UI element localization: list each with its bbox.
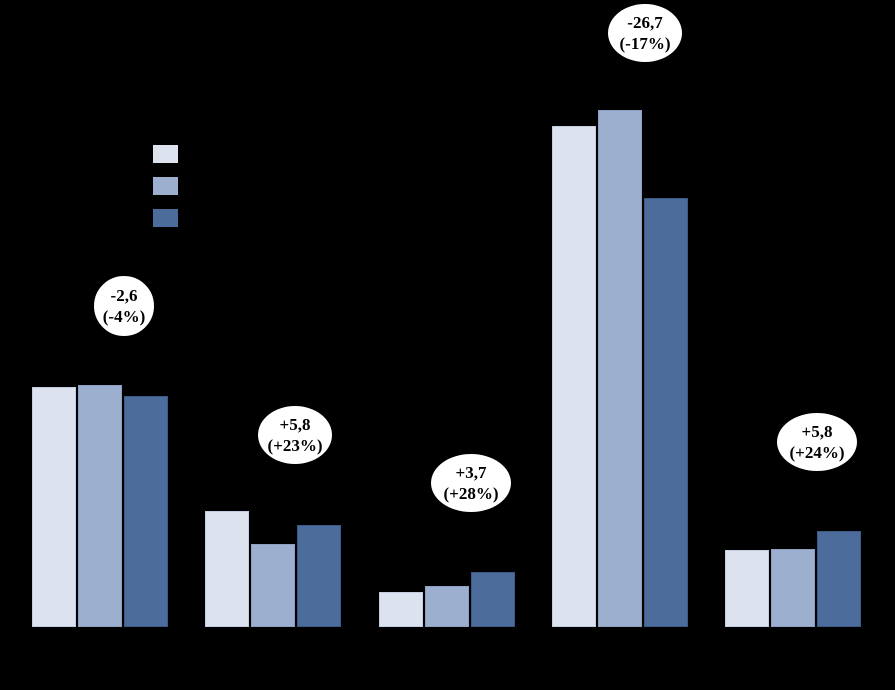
bar-series-1-light-group-3 — [379, 592, 423, 627]
bar-series-3-dark-group-5 — [817, 531, 861, 627]
callout-delta-value: +5,8 — [801, 422, 833, 441]
callout-group-5: +5,8 (+24%) — [776, 412, 858, 472]
callout-delta-value: -2,6 — [110, 286, 138, 305]
legend-swatch-3 — [153, 209, 178, 227]
callout-group-4: -26,7 (-17%) — [607, 3, 683, 63]
bar-series-3-dark-group-2 — [297, 525, 341, 627]
callout-delta-percent: (+24%) — [789, 443, 845, 462]
callout-delta-percent: (+28%) — [443, 484, 499, 503]
callout-delta-value: +3,7 — [455, 463, 487, 482]
callout-group-1: -2,6 (-4%) — [93, 275, 155, 337]
bar-series-1-light-group-4 — [552, 126, 596, 627]
callout-group-3: +3,7 (+28%) — [430, 453, 512, 513]
legend-swatch-1 — [153, 145, 178, 163]
bar-series-1-light-group-1 — [32, 387, 76, 627]
bar-series-1-light-group-5 — [725, 550, 769, 627]
legend-swatch-2 — [153, 177, 178, 195]
callout-group-2: +5,8 (+23%) — [257, 405, 333, 465]
callout-delta-percent: (-4%) — [102, 307, 146, 326]
callout-delta-percent: (+23%) — [267, 436, 323, 455]
bar-series-3-dark-group-4 — [644, 198, 688, 627]
bar-series-3-dark-group-1 — [124, 396, 168, 627]
bar-series-2-medium-group-1 — [78, 385, 122, 627]
bar-series-1-light-group-2 — [205, 511, 249, 627]
bar-series-2-medium-group-5 — [771, 549, 815, 627]
callout-delta-percent: (-17%) — [619, 34, 671, 53]
callout-delta-value: -26,7 — [627, 13, 663, 32]
bar-series-3-dark-group-3 — [471, 572, 515, 627]
callout-delta-value: +5,8 — [279, 415, 311, 434]
bar-series-2-medium-group-2 — [251, 544, 295, 627]
bar-series-2-medium-group-3 — [425, 586, 469, 627]
bar-series-2-medium-group-4 — [598, 110, 642, 627]
